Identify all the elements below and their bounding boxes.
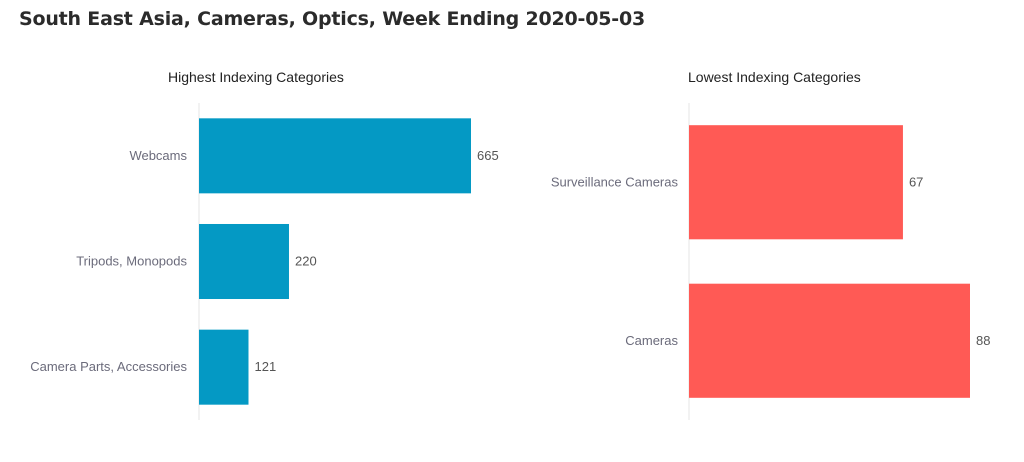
chart-1-category-label: Surveillance Cameras [551, 174, 679, 189]
chart-0-category-label: Webcams [129, 148, 187, 163]
chart-0-bar [199, 223, 289, 300]
chart-0-category-label: Camera Parts, Accessories [30, 359, 187, 374]
chart-0-value-label: 220 [295, 254, 317, 269]
chart-0-category-label: Tripods, Monopods [76, 254, 187, 269]
chart-0-bar [199, 329, 249, 405]
chart-1-value-label: 88 [976, 333, 990, 348]
chart-title-highest: Highest Indexing Categories [168, 69, 344, 85]
chart-1-bar [689, 125, 903, 240]
page-title: South East Asia, Cameras, Optics, Week E… [19, 8, 646, 30]
chart-0-value-label: 665 [477, 148, 499, 163]
chart-title-lowest: Lowest Indexing Categories [688, 69, 861, 85]
chart-1-category-label: Cameras [625, 333, 678, 348]
chart-1-value-label: 67 [909, 174, 923, 189]
chart-0-value-label: 121 [254, 359, 276, 374]
chart-1-bar [689, 283, 970, 398]
chart-0-bar [199, 118, 471, 194]
